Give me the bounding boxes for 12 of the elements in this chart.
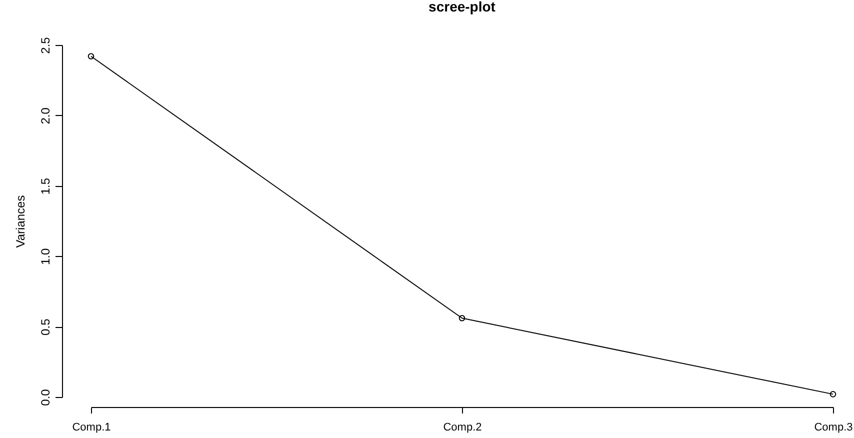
x-tick-label: Comp.1 [72,422,111,434]
y-tick-label: 0.0 [38,388,52,406]
chart-title: scree-plot [428,0,496,15]
y-axis-title: Variances [14,195,28,248]
point [458,315,466,322]
x-tick-label: Comp.3 [814,422,853,434]
y-tick-label: 1.5 [38,178,52,195]
y-tick-label: 2.0 [38,107,52,124]
x-tick-label: Comp.2 [443,422,482,434]
y-tick-label: 0.5 [38,318,52,336]
y-tick-label: 2.5 [38,36,52,54]
y-tick-label: 1.0 [38,248,52,266]
